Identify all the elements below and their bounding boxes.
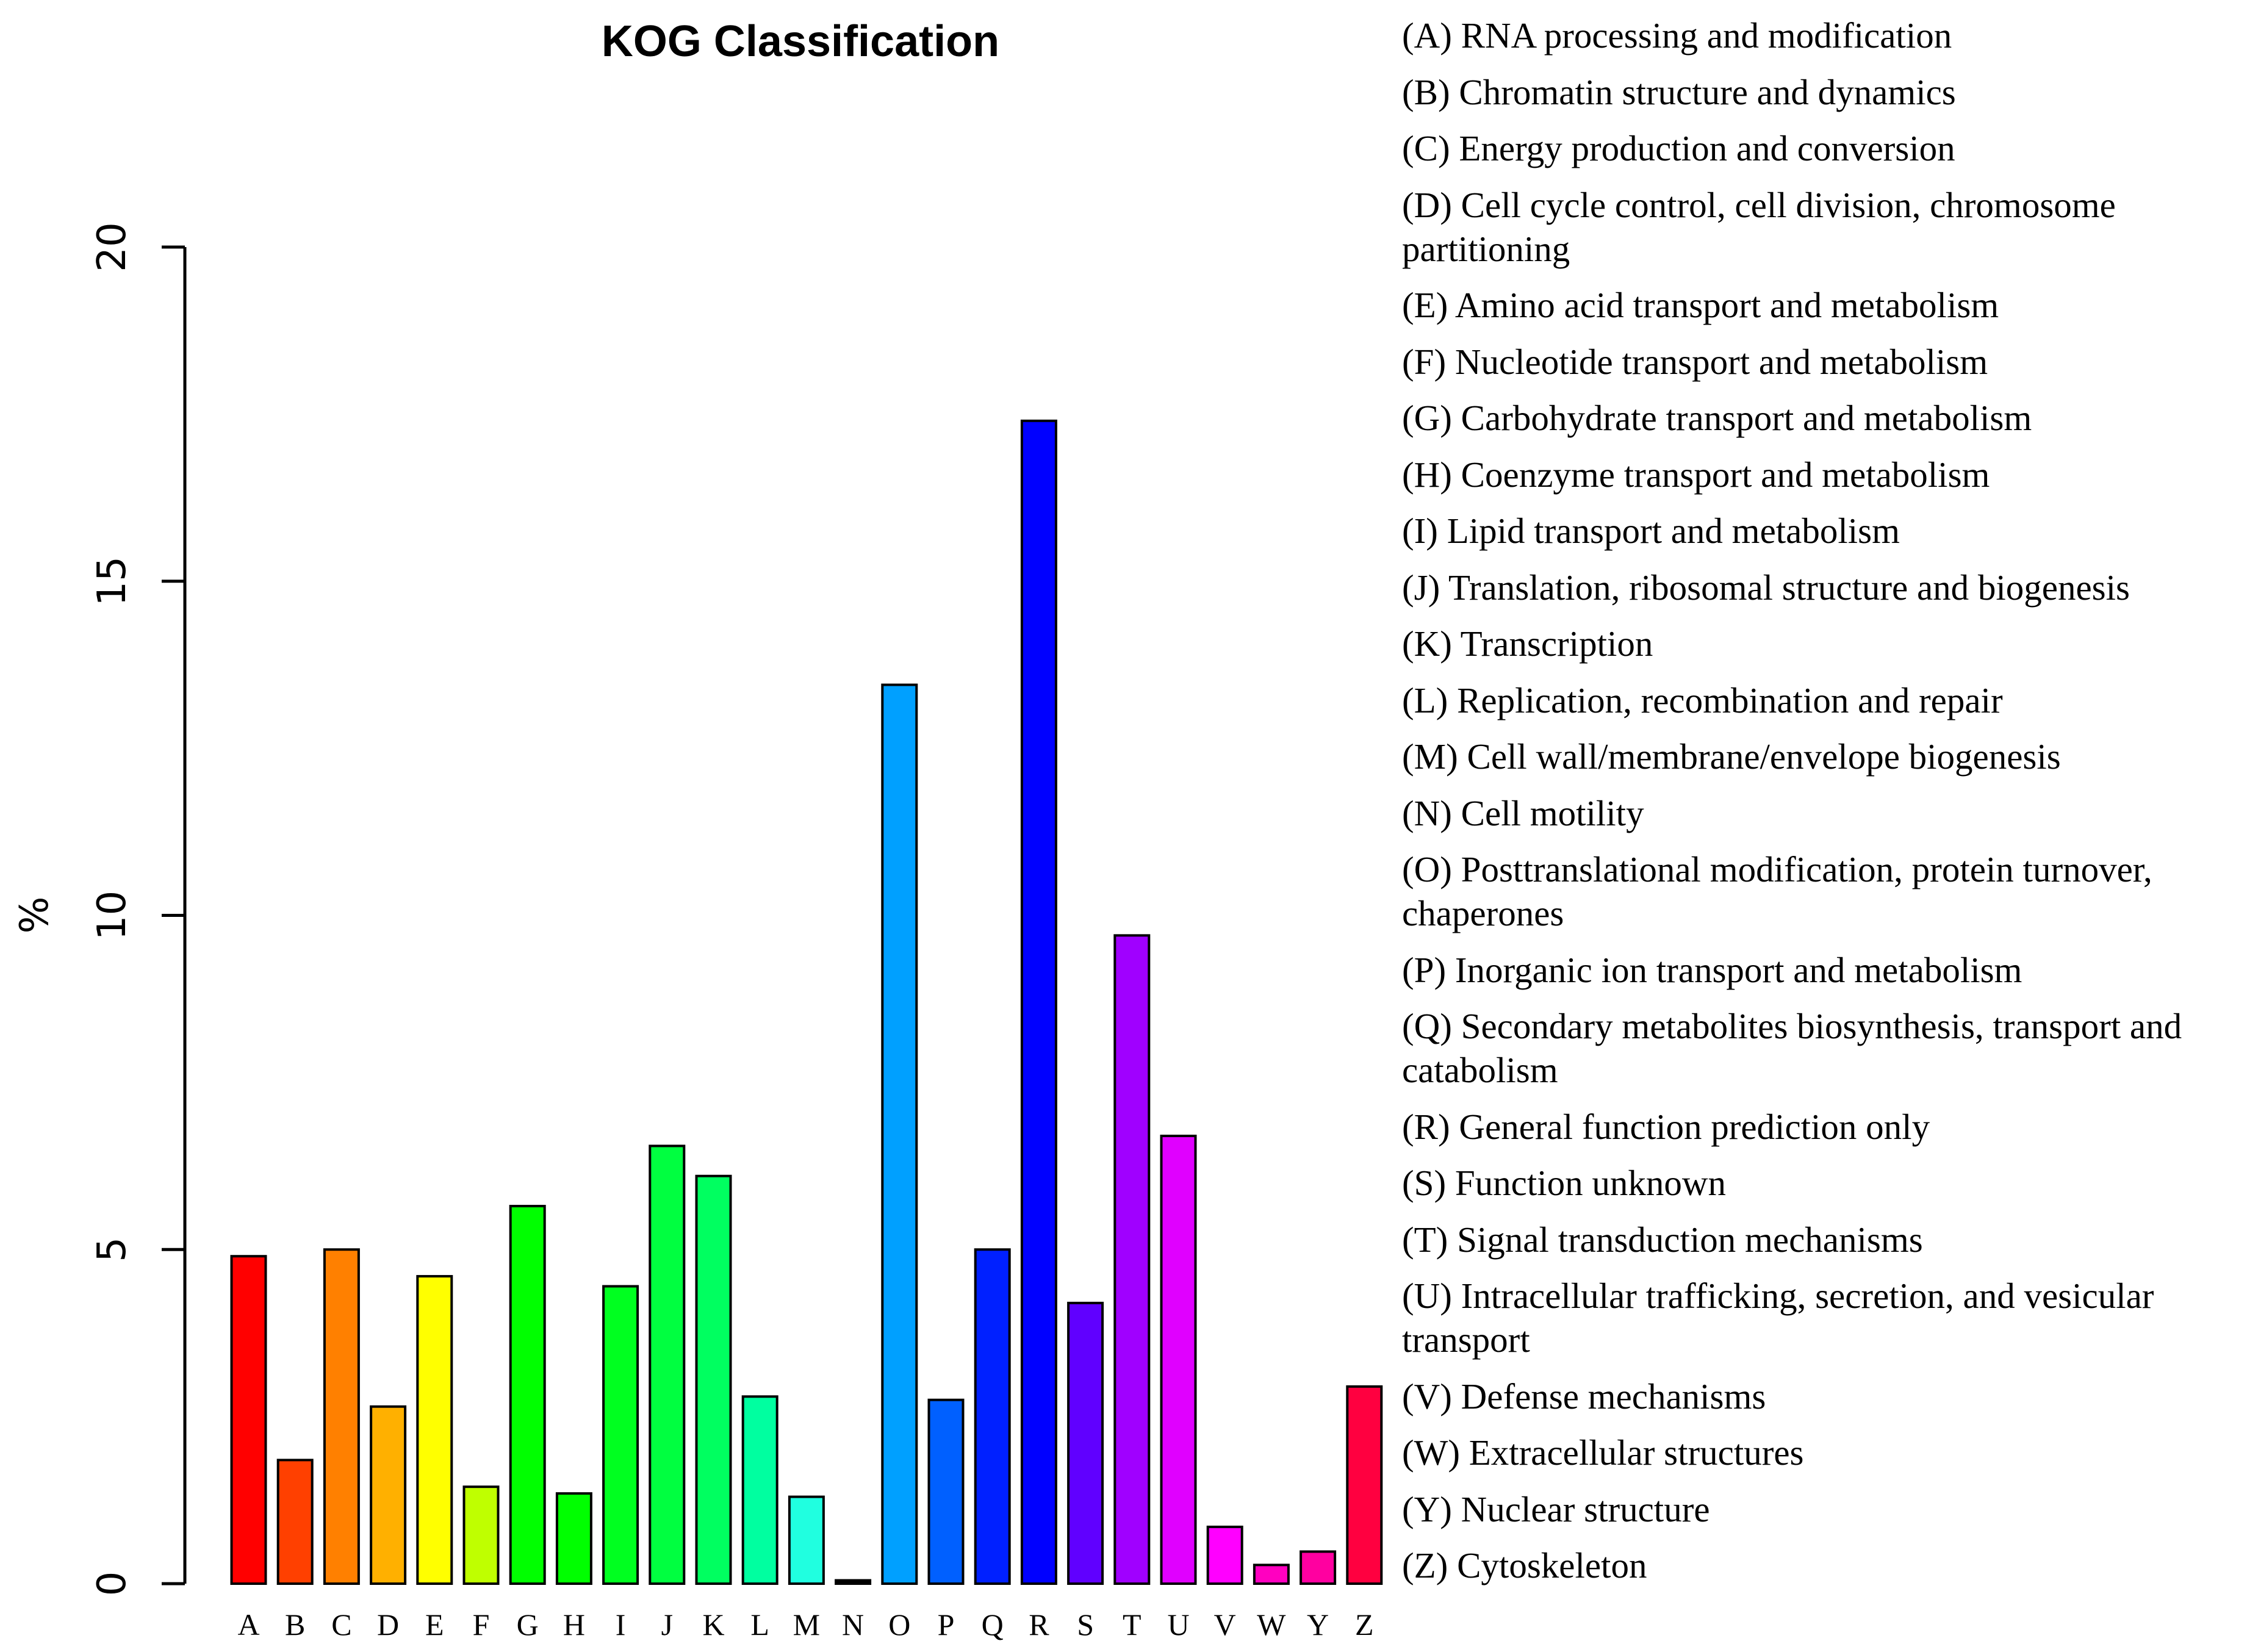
x-tick-label: C [331,1607,351,1642]
bar-E [416,1275,453,1586]
x-tick-label: A [237,1607,259,1642]
bar-V [1206,1525,1243,1586]
legend-item: (Z) Cytoskeleton [1402,1545,1647,1586]
legend-item: (N) Cell motility [1402,792,1644,833]
x-tick-label: H [563,1607,585,1642]
bar-Q [974,1248,1011,1585]
bar-K [695,1174,732,1585]
legend-item: (G) Carbohydrate transport and metabolis… [1402,398,2032,438]
legend-item: (K) Transcription [1402,623,1653,664]
legend-item: (F) Nucleotide transport and metabolism [1402,341,1988,382]
bars-group [230,419,1383,1586]
legend-item: (Y) Nuclear structure [1402,1489,1710,1529]
x-tick-label: Q [982,1607,1004,1642]
legend-item: (P) Inorganic ion transport and metaboli… [1402,949,2022,990]
x-tick-label: R [1029,1607,1049,1642]
x-tick-label: Y [1307,1607,1329,1642]
x-tick-label: P [938,1607,955,1642]
x-tick-label: W [1257,1607,1286,1642]
legend-item: (M) Cell wall/membrane/envelope biogenes… [1402,736,2061,777]
bar-U [1160,1135,1197,1585]
bar-T [1113,934,1151,1585]
bar-I [602,1285,639,1585]
bar-F [462,1485,500,1586]
legend-item: (U) Intracellular trafficking, secretion… [1402,1276,2154,1360]
bar-S [1067,1301,1104,1585]
legend-item: (H) Coenzyme transport and metabolism [1402,454,1990,495]
bar-B [276,1459,314,1586]
y-axis-label: % [12,897,57,934]
legend-item: (R) General function prediction only [1402,1106,1930,1147]
bar-O [881,683,918,1585]
x-tick-label: G [517,1607,539,1642]
bar-H [555,1492,592,1585]
legend-item: (L) Replication, recombination and repai… [1402,680,2003,720]
legend: (A) RNA processing and modification (B) C… [1402,13,2244,1587]
legend-item: (Q) Secondary metabolites biosynthesis, … [1402,1006,2182,1090]
x-tick-label: I [616,1607,626,1642]
x-tick-label: F [473,1607,490,1642]
x-tick-label: U [1167,1607,1189,1642]
x-tick-label: M [793,1607,820,1642]
bar-M [788,1495,825,1585]
y-tick-label: 20 [90,222,135,271]
legend-item: (S) Function unknown [1402,1163,1726,1203]
y-tick-label: 15 [90,556,135,606]
bar-L [741,1395,778,1585]
chart-title: KOG Classification [602,17,999,66]
bar-C [323,1248,360,1585]
bar-G [509,1205,546,1585]
y-axis: 0 5 10 15 20 [90,222,187,1596]
bar-N [835,1579,872,1585]
bar-Y [1300,1550,1337,1586]
legend-item: (W) Extracellular structures [1402,1432,1804,1473]
x-tick-label: Z [1355,1607,1374,1642]
legend-item: (J) Translation, ribosomal structure and… [1402,567,2130,608]
bar-Z [1346,1385,1383,1585]
x-tick-label: V [1214,1607,1236,1642]
x-tick-label: J [661,1607,673,1642]
bar-R [1020,419,1057,1586]
y-tick-label: 10 [90,891,135,940]
legend-item: (B) Chromatin structure and dynamics [1402,71,1956,112]
x-tick-label: S [1077,1607,1094,1642]
legend-item: (A) RNA processing and modification [1402,15,1952,56]
x-tick-label: T [1123,1607,1141,1642]
x-tick-label: O [888,1607,910,1642]
legend-item: (V) Defense mechanisms [1402,1376,1766,1417]
x-tick-label: L [750,1607,769,1642]
x-tick-label: N [842,1607,864,1642]
legend-item: (E) Amino acid transport and metabolism [1402,285,1999,325]
bar-D [370,1405,407,1585]
bar-A [230,1255,267,1586]
y-tick-label: 0 [90,1571,135,1596]
legend-item: (I) Lipid transport and metabolism [1402,511,1900,551]
x-tick-label: D [377,1607,399,1642]
bar-J [649,1144,686,1585]
y-tick-label: 5 [90,1237,135,1262]
x-tick-label: E [425,1607,444,1642]
bar-W [1253,1564,1290,1585]
x-tick-label: K [702,1607,724,1642]
bar-P [927,1398,965,1586]
legend-item: (O) Posttranslational modification, prot… [1402,849,2152,933]
legend-item: (D) Cell cycle control, cell division, c… [1402,184,2116,269]
legend-item: (C) Energy production and conversion [1402,128,1955,168]
legend-item: (T) Signal transduction mechanisms [1402,1219,1923,1260]
x-tick-label: B [285,1607,305,1642]
